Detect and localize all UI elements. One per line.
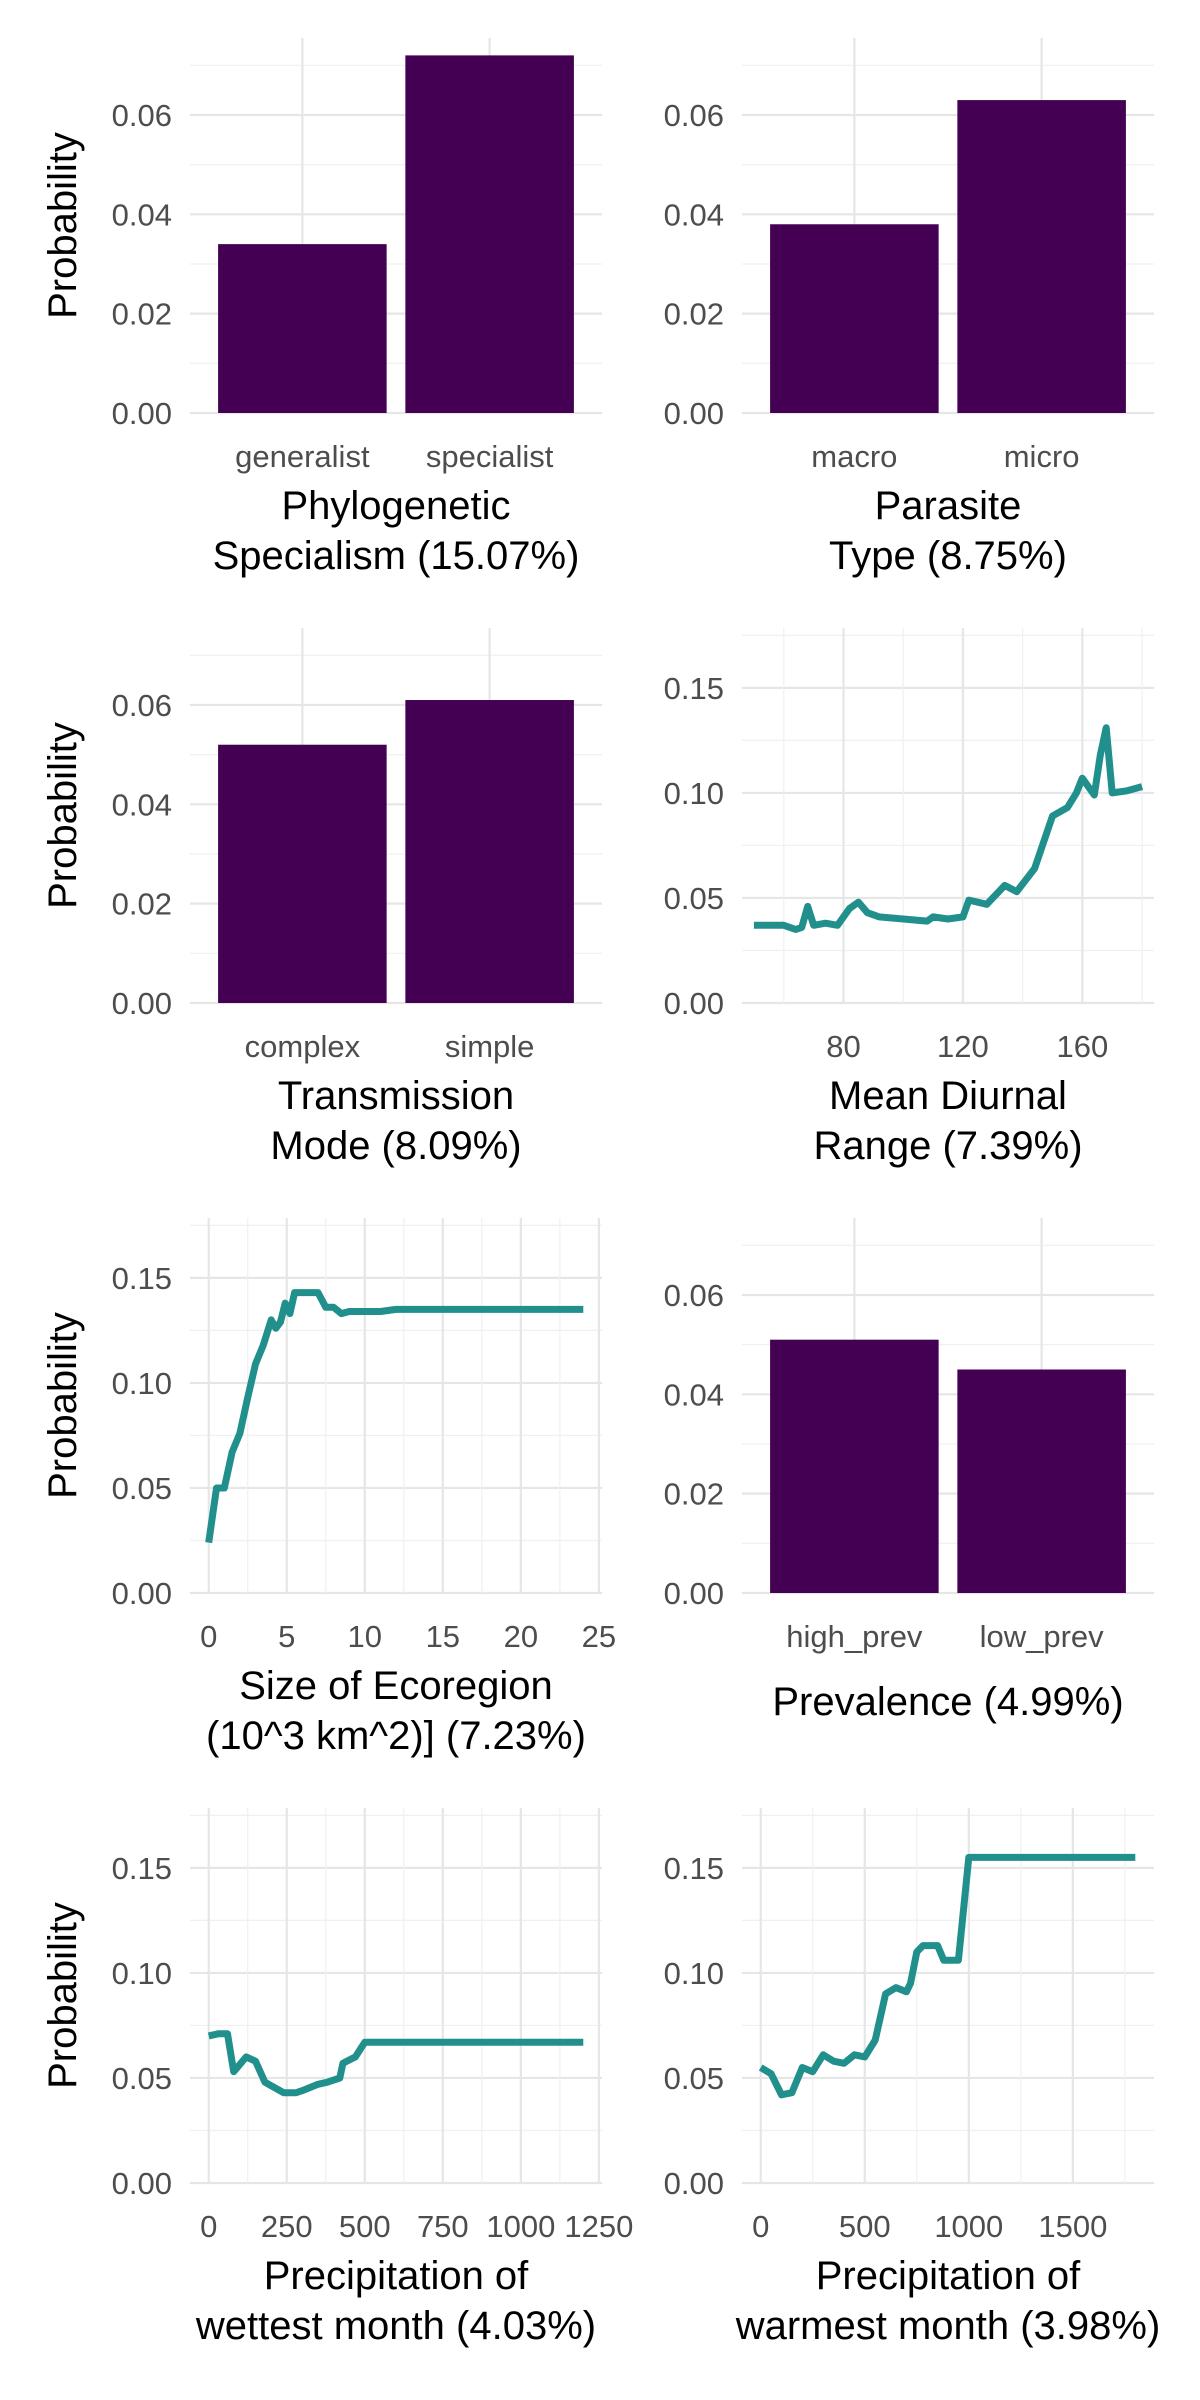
x-tick-label: 25 <box>582 1619 616 1654</box>
panel-transmission: 0.00 0.02 0.04 0.06 complex simple Transmissio… <box>41 628 602 1168</box>
x-axis-title: Size of Ecoregion <box>239 1664 553 1708</box>
y-tick-label: 0.05 <box>112 2061 172 2096</box>
y-tick-label: 0.06 <box>112 688 172 723</box>
x-tick-label: 0 <box>752 2209 769 2244</box>
x-tick-label: 1500 <box>1038 2209 1107 2244</box>
y-tick-label: 0.00 <box>664 396 724 431</box>
x-axis-title: Mean Diurnal <box>829 1074 1067 1118</box>
x-axis-title: Prevalence (4.99%) <box>772 1680 1123 1724</box>
panel-ecoregion: 0.00 0.05 0.10 0.15 0 5 10 15 20 25 Size of Ecoreg… <box>41 1218 616 1758</box>
y-tick-label: 0.00 <box>664 2166 724 2201</box>
y-tick-label: 0.00 <box>112 2166 172 2201</box>
y-tick-label: 0.05 <box>664 881 724 916</box>
y-tick-label: 0.04 <box>112 197 172 232</box>
x-tick-label: 20 <box>504 1619 538 1654</box>
x-tick-label: simple <box>445 1029 535 1064</box>
x-tick-label: 1000 <box>486 2209 555 2244</box>
y-tick-label: 0.06 <box>112 98 172 133</box>
x-tick-label: 120 <box>937 1029 989 1064</box>
y-tick-label: 0.00 <box>112 986 172 1021</box>
x-tick-label: macro <box>811 439 897 474</box>
x-axis-title: (10^3 km^2)] (7.23%) <box>206 1714 586 1758</box>
panel-parasite: 0.00 0.02 0.04 0.06 macro micro Parasite Type (… <box>664 38 1154 578</box>
x-axis-title: Range (7.39%) <box>813 1124 1082 1168</box>
x-axis-title: warmest month (3.98%) <box>735 2304 1161 2348</box>
y-axis-title: Probability <box>41 132 85 319</box>
x-axis-title: Phylogenetic <box>281 484 510 528</box>
bar-low_prev <box>957 1369 1126 1593</box>
panel-diurnal: 0.00 0.05 0.10 0.15 80 120 160 Mean Diurnal Rang… <box>664 628 1154 1168</box>
y-tick-label: 0.02 <box>112 297 172 332</box>
x-tick-label: complex <box>245 1029 361 1064</box>
series-line <box>758 1853 1136 2099</box>
x-axis-title: wettest month (4.03%) <box>195 2304 596 2348</box>
series-line <box>207 2030 584 2097</box>
x-tick-label: 15 <box>426 1619 460 1654</box>
panel-warmest: 0.00 0.05 0.10 0.15 0 500 1000 1500 Precipitatio… <box>664 1808 1161 2348</box>
x-tick-label: 80 <box>826 1029 860 1064</box>
x-tick-label: 10 <box>348 1619 382 1654</box>
panel-prevalence: 0.00 0.02 0.04 0.06 high_prev low_prev Prevale… <box>664 1218 1154 1724</box>
y-tick-label: 0.15 <box>664 1851 724 1886</box>
bar-high_prev <box>770 1339 939 1593</box>
x-tick-label: 5 <box>278 1619 295 1654</box>
bar-micro <box>957 100 1126 413</box>
y-tick-label: 0.00 <box>664 986 724 1021</box>
panel-phylo: 0.00 0.02 0.04 0.06 generalist specialist Phyl… <box>41 38 602 578</box>
x-tick-label: 1250 <box>564 2209 633 2244</box>
x-tick-label: 500 <box>839 2209 891 2244</box>
x-tick-label: micro <box>1004 439 1080 474</box>
y-tick-label: 0.04 <box>112 787 172 822</box>
x-axis-title: Mode (8.09%) <box>270 1124 521 1168</box>
x-tick-label: 0 <box>200 2209 217 2244</box>
x-tick-label: specialist <box>426 439 554 474</box>
y-tick-label: 0.00 <box>112 1576 172 1611</box>
y-tick-label: 0.05 <box>112 1471 172 1506</box>
y-tick-label: 0.04 <box>664 1377 724 1412</box>
bar-generalist <box>218 244 387 413</box>
bar-specialist <box>405 55 574 414</box>
x-tick-label: 250 <box>261 2209 313 2244</box>
x-tick-label: high_prev <box>786 1619 923 1654</box>
y-tick-label: 0.04 <box>664 197 724 232</box>
x-tick-label: low_prev <box>980 1619 1105 1654</box>
panel-wettest: 0.00 0.05 0.10 0.15 0 250 500 750 1000 1250 Precip… <box>41 1808 633 2348</box>
x-tick-label: 1000 <box>934 2209 1003 2244</box>
y-tick-label: 0.10 <box>112 1366 172 1401</box>
y-tick-label: 0.06 <box>664 98 724 133</box>
y-tick-label: 0.10 <box>664 1956 724 1991</box>
bar-simple <box>405 700 574 1003</box>
y-axis-title: Probability <box>41 722 85 909</box>
series-line <box>205 1289 584 1544</box>
x-axis-title: Precipitation of <box>264 2254 529 2298</box>
x-axis-title: Transmission <box>278 1074 514 1118</box>
y-tick-label: 0.00 <box>112 396 172 431</box>
y-tick-label: 0.02 <box>112 887 172 922</box>
y-tick-label: 0.15 <box>664 671 724 706</box>
y-tick-label: 0.15 <box>112 1261 172 1296</box>
x-axis-title: Precipitation of <box>816 2254 1081 2298</box>
y-tick-label: 0.00 <box>664 1576 724 1611</box>
y-tick-label: 0.02 <box>664 297 724 332</box>
x-tick-label: 750 <box>417 2209 469 2244</box>
y-tick-label: 0.06 <box>664 1278 724 1313</box>
y-axis-title: Probability <box>41 1902 85 2089</box>
bar-macro <box>770 224 939 413</box>
x-axis-title: Specialism (15.07%) <box>213 534 580 578</box>
x-tick-label: generalist <box>235 439 370 474</box>
x-tick-label: 500 <box>339 2209 391 2244</box>
x-tick-label: 0 <box>200 1619 217 1654</box>
bar-complex <box>218 744 387 1003</box>
x-axis-title: Parasite <box>875 484 1022 528</box>
y-tick-label: 0.15 <box>112 1851 172 1886</box>
y-axis-title: Probability <box>41 1312 85 1499</box>
y-tick-label: 0.10 <box>112 1956 172 1991</box>
x-tick-label: 160 <box>1056 1029 1108 1064</box>
series-line <box>753 724 1144 933</box>
x-axis-title: Type (8.75%) <box>829 534 1067 578</box>
y-tick-label: 0.05 <box>664 2061 724 2096</box>
y-tick-label: 0.02 <box>664 1477 724 1512</box>
y-tick-label: 0.10 <box>664 776 724 811</box>
